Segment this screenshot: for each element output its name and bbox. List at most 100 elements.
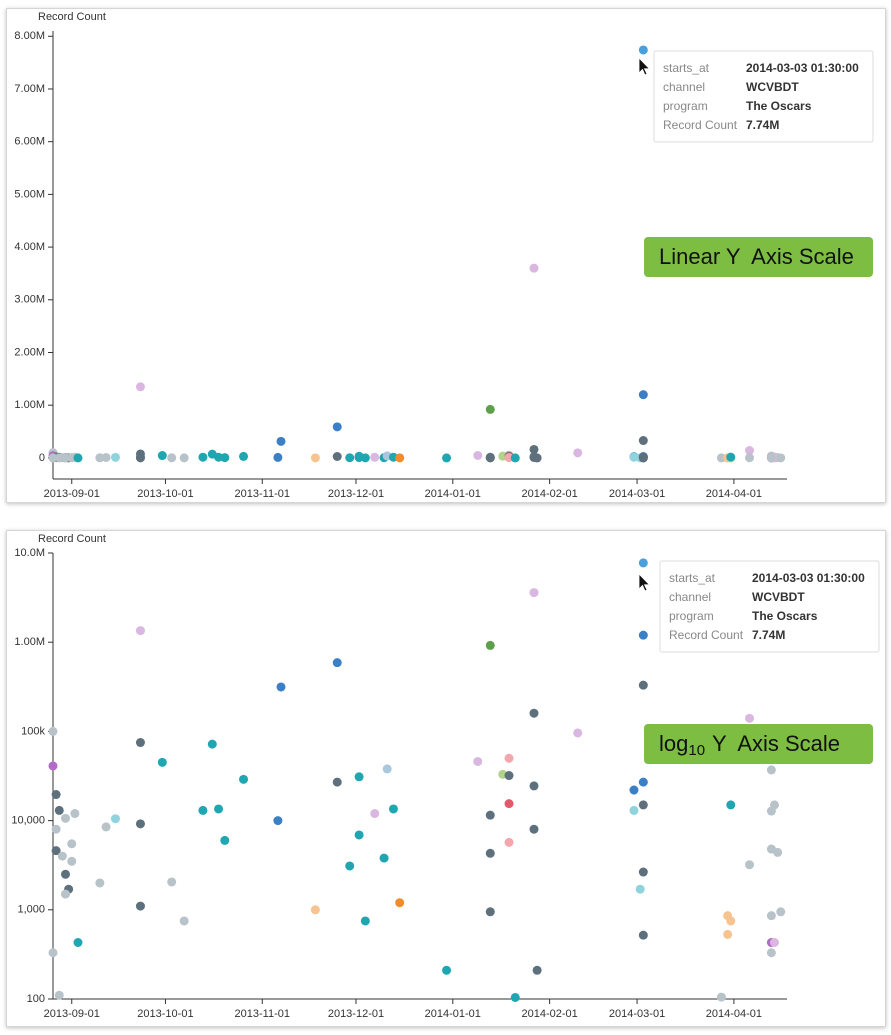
data-point <box>529 824 539 834</box>
x-tick-label: 2013-10-01 <box>137 1008 193 1020</box>
tooltip-box <box>659 560 880 653</box>
data-point <box>354 830 364 840</box>
annotation-box <box>644 237 873 277</box>
data-point <box>745 713 755 723</box>
tooltip-box <box>653 50 874 143</box>
tooltip-label: Record Count <box>669 628 744 642</box>
data-point <box>179 453 189 463</box>
tooltip-value: WCVBDT <box>752 590 805 604</box>
data-point <box>48 726 58 736</box>
x-tick-label: 2013-12-01 <box>328 1008 384 1020</box>
data-point <box>485 848 495 858</box>
y-tick-label: 6.00M <box>14 136 45 148</box>
data-point <box>638 436 648 446</box>
y-tick-label: 7.00M <box>14 83 45 95</box>
mouse-cursor <box>638 573 651 592</box>
y-tick-label: 5.00M <box>14 188 45 200</box>
data-point <box>239 774 249 784</box>
data-point <box>67 856 77 866</box>
x-tick-label: 2014-03-01 <box>609 488 665 500</box>
data-point <box>51 846 61 856</box>
data-point <box>276 436 286 446</box>
y-tick-label: 10.0M <box>14 547 45 559</box>
data-point <box>442 453 452 463</box>
data-point <box>135 819 145 829</box>
data-point <box>745 860 755 870</box>
x-tick-label: 2014-01-01 <box>425 488 481 500</box>
y-tick-label: 3.00M <box>14 294 45 306</box>
data-point <box>273 816 283 826</box>
data-point <box>573 448 583 458</box>
data-point <box>716 992 726 1002</box>
data-point <box>135 738 145 748</box>
data-point <box>529 708 539 718</box>
tooltip-value: The Oscars <box>746 99 812 113</box>
data-point <box>51 824 61 834</box>
data-point <box>345 453 355 463</box>
data-point <box>179 916 189 926</box>
x-tick-label: 2014-03-01 <box>609 1008 665 1020</box>
y-tick-label: 8.00M <box>14 30 45 42</box>
x-tick-label: 2013-09-01 <box>44 488 100 500</box>
data-point <box>504 837 514 847</box>
data-point <box>485 907 495 917</box>
tooltip-value: 7.74M <box>752 628 785 642</box>
tooltip-value: WCVBDT <box>746 80 799 94</box>
annotation-main: log <box>659 731 688 756</box>
data-point <box>770 937 780 947</box>
data-point <box>70 809 80 819</box>
tooltip-value: 2014-03-03 01:30:00 <box>746 61 859 75</box>
tooltip-label: starts_at <box>663 61 710 75</box>
tooltip-label: channel <box>663 80 705 94</box>
data-point <box>510 453 520 463</box>
data-point <box>638 453 648 463</box>
data-point <box>638 777 648 787</box>
data-point <box>638 867 648 877</box>
tooltip-label: program <box>669 609 714 623</box>
data-point <box>101 822 111 832</box>
data-point <box>135 382 145 392</box>
data-point <box>473 450 483 460</box>
data-point <box>532 453 542 463</box>
data-point <box>485 404 495 414</box>
data-point <box>332 658 342 668</box>
data-point <box>638 800 648 810</box>
data-point <box>745 453 755 463</box>
data-point <box>532 965 542 975</box>
data-point <box>504 771 514 781</box>
tooltip-value: 7.74M <box>746 118 779 132</box>
data-point <box>726 452 736 462</box>
data-point <box>239 451 249 461</box>
data-point <box>48 948 58 958</box>
annotation-text: Linear Y Axis Scale <box>659 244 854 269</box>
data-point <box>157 451 167 461</box>
data-point <box>638 630 648 640</box>
y-tick-label: 10,000 <box>11 815 45 827</box>
chart-panel: Record Count 0 1.00M 2.00M 3.00M 4.00M 5.00M 6… <box>6 8 886 503</box>
y-tick-label: 1.00M <box>14 399 45 411</box>
mouse-cursor <box>638 57 651 76</box>
data-point <box>167 453 177 463</box>
annotation-box <box>644 724 873 764</box>
data-point <box>207 739 217 749</box>
data-point <box>345 861 355 871</box>
y-axis-label: Record Count <box>38 11 106 23</box>
x-tick-label: 2013-09-01 <box>44 1008 100 1020</box>
chart-panel: Record Count 100 1,000 10,000 100k 1.00M 10.0… <box>6 530 886 1027</box>
data-point <box>167 877 177 887</box>
data-point <box>220 453 230 463</box>
data-point <box>638 45 648 55</box>
data-point <box>638 930 648 940</box>
data-point <box>716 453 726 463</box>
data-point <box>332 777 342 787</box>
data-point <box>220 835 230 845</box>
x-tick-label: 2014-01-01 <box>425 1008 481 1020</box>
data-point <box>60 869 70 879</box>
data-point <box>510 992 520 1002</box>
data-point <box>638 390 648 400</box>
data-point <box>395 898 405 908</box>
data-point <box>157 757 167 767</box>
data-point <box>135 626 145 636</box>
y-tick-label: 2.00M <box>14 346 45 358</box>
